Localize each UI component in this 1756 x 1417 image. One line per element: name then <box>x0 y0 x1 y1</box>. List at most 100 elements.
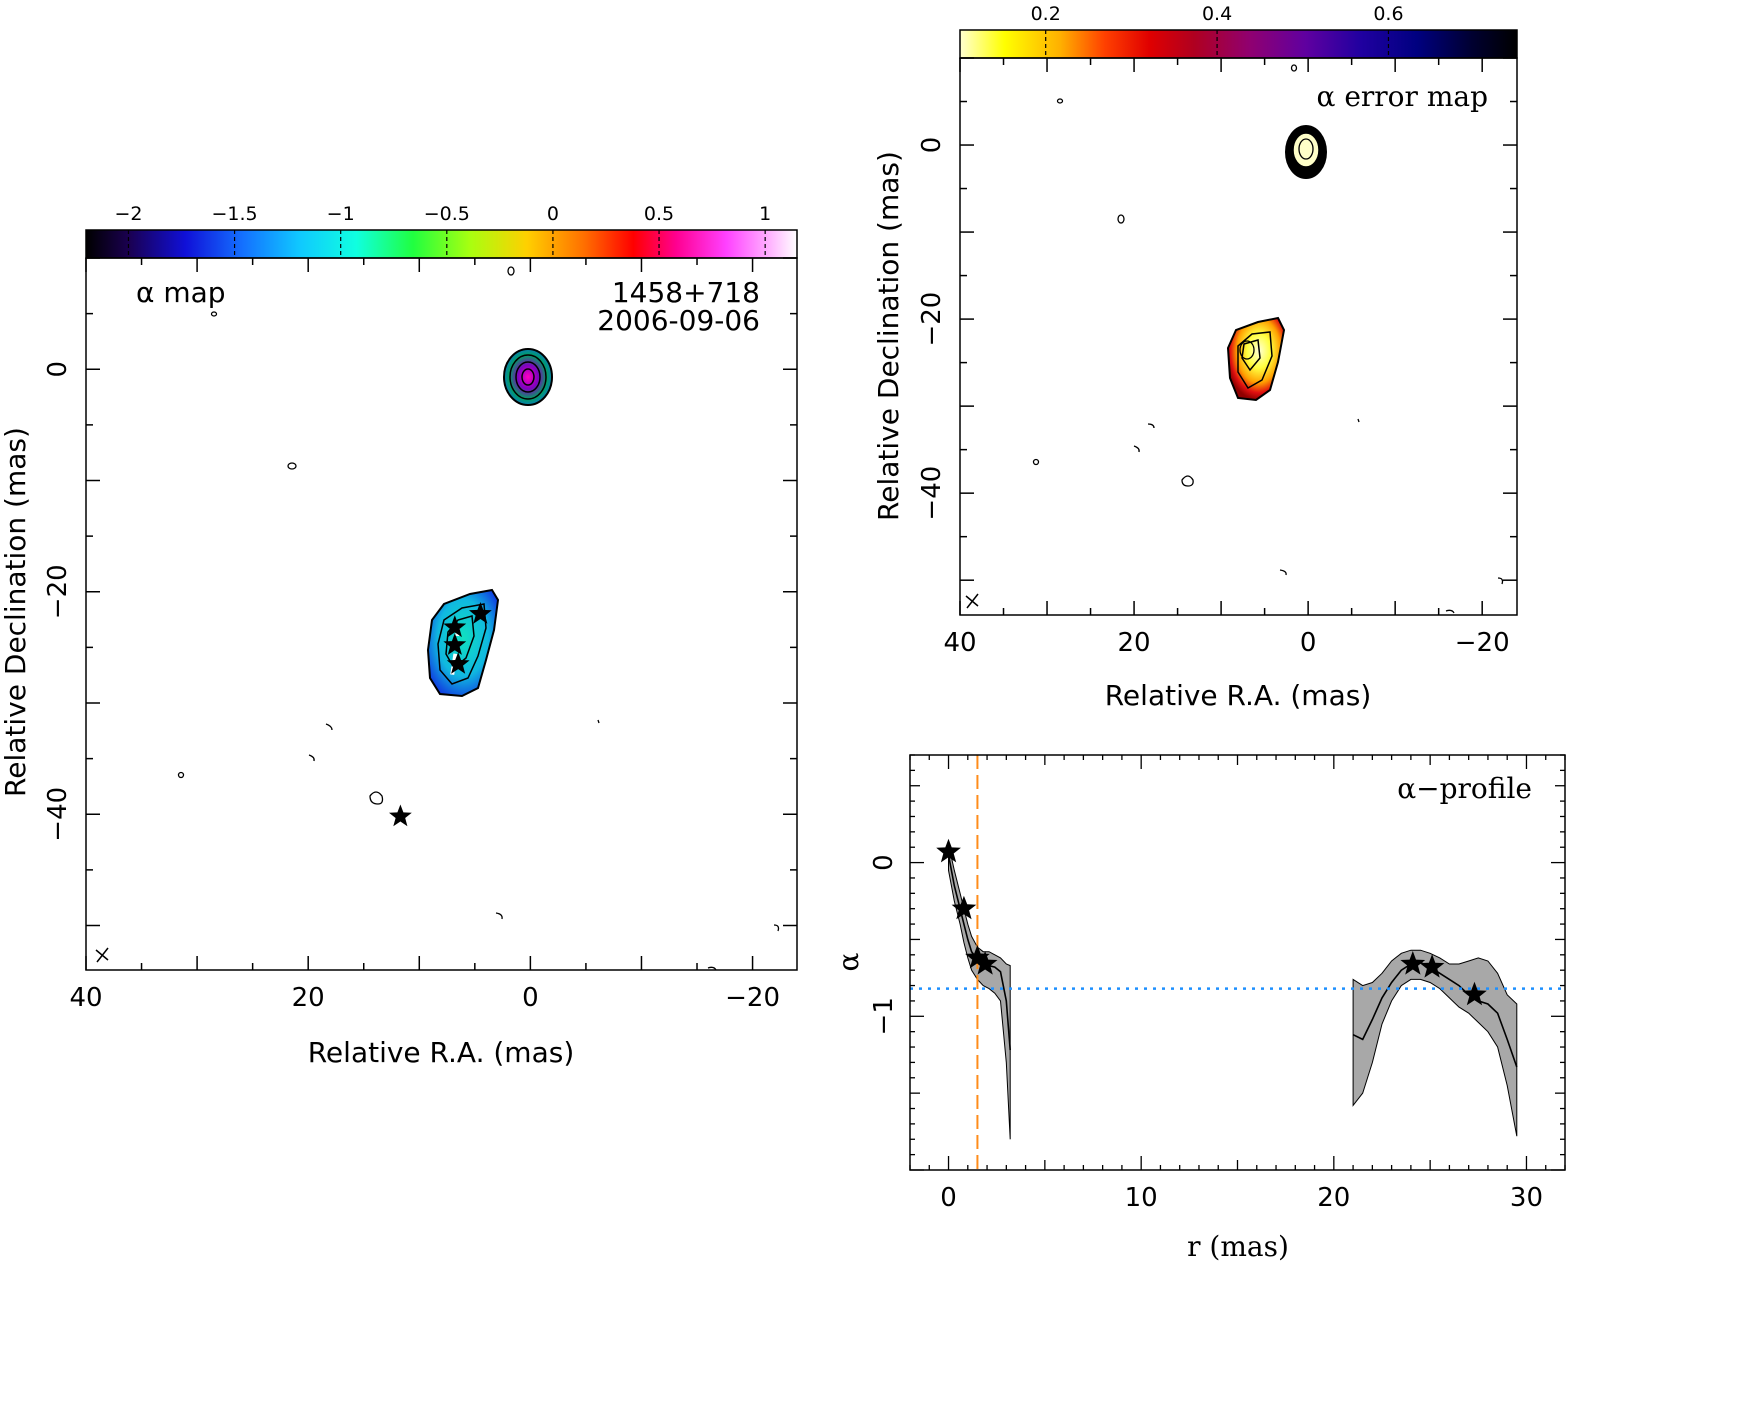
noise-contour <box>1357 418 1360 423</box>
alpha-profile-xlabel: r (mas) <box>1187 1230 1289 1263</box>
colorbar-tick-label: 0 <box>547 203 559 225</box>
x-tick-label: −20 <box>1455 628 1510 658</box>
noise-contour <box>1181 475 1194 487</box>
star-marker <box>389 804 412 827</box>
x-tick-label: 40 <box>943 628 976 658</box>
colorbar-tick-label: −1.5 <box>211 203 257 225</box>
y-tick-label: −20 <box>917 292 947 347</box>
noise-contour <box>325 723 333 731</box>
core-error-contour <box>1298 138 1314 160</box>
star-marker <box>936 838 961 863</box>
noise-contour <box>773 924 780 932</box>
star-marker <box>443 633 467 655</box>
alpha-error-map-panel: 0.2 0.4 0.6 40 20 0 −200−20−40 α error map Re <box>872 3 1518 712</box>
x-tick-label: 20 <box>1118 628 1151 658</box>
x-tick-label: 40 <box>69 983 102 1013</box>
noise-contour <box>1445 609 1455 614</box>
noise-contour <box>1147 423 1155 429</box>
alpha-error-map-ylabel: Relative Declination (mas) <box>872 151 905 521</box>
error-band <box>1352 949 1518 1137</box>
alpha-profile-annotation: α−profile <box>1397 772 1532 805</box>
noise-contour <box>1279 569 1287 576</box>
noise-contour <box>1117 214 1125 224</box>
alpha-map-frame <box>85 257 798 971</box>
x-tick-label: 30 <box>1510 1183 1543 1213</box>
x-tick-label: 10 <box>1125 1183 1158 1213</box>
alpha-map-stars <box>389 602 492 827</box>
source-name: 1458+718 <box>612 276 760 309</box>
colorbar-tick-label: 1 <box>759 203 771 225</box>
core-error-contour <box>1292 132 1320 168</box>
star-marker <box>1462 981 1487 1006</box>
alpha-map-panel: −2 −1.5 −1 −0.5 0 0.5 1 40 20 0 −20 0 −20 −40 <box>0 203 798 1069</box>
noise-contour <box>287 462 297 470</box>
noise-contour <box>369 791 384 805</box>
beam-cross <box>965 593 979 609</box>
alpha-error-map-ticks: 40 20 0 −20 0 −20 −40 <box>917 57 1517 658</box>
alpha-profile-ylabel: α <box>832 952 865 971</box>
y-tick-label: 0 <box>43 361 73 378</box>
alpha-error-map-image <box>965 64 1504 614</box>
y-tick-label: 0 <box>917 137 947 154</box>
error-colorbar <box>959 29 1518 59</box>
jet-error-contour <box>1237 331 1273 390</box>
alpha-error-map-frame <box>959 57 1518 616</box>
star-marker <box>446 652 470 674</box>
noise-contour <box>210 311 218 317</box>
alpha-profile-panel: 0 10 20 30 0 −1 α−profile r (mas) α <box>832 754 1566 1263</box>
alpha-map-ticks: 40 20 0 −20 0 −20 −40 <box>43 257 797 1013</box>
noise-contour <box>507 266 515 276</box>
colorbar-tick-label: −0.5 <box>424 203 470 225</box>
error-band <box>948 843 1011 1140</box>
profile-error-bands <box>948 843 1518 1140</box>
y-tick-label: −1 <box>869 997 899 1035</box>
core-contour <box>521 368 535 386</box>
observation-date: 2006-09-06 <box>597 304 760 337</box>
star-marker <box>469 602 492 624</box>
alpha-map-annotation: α map <box>136 276 226 309</box>
x-tick-label: 20 <box>1317 1183 1350 1213</box>
y-tick-label: 0 <box>869 854 899 871</box>
y-tick-label: −20 <box>43 564 73 619</box>
x-tick-label: 0 <box>940 1183 957 1213</box>
noise-contour <box>1497 577 1504 585</box>
alpha-colorbar <box>85 229 798 259</box>
jet-contour <box>437 603 487 685</box>
alpha-colorbar-ticks: −2 −1.5 −1 −0.5 0 0.5 1 <box>114 203 771 258</box>
core-contour <box>509 354 547 400</box>
x-tick-label: 20 <box>292 983 325 1013</box>
alpha-map-ylabel: Relative Declination (mas) <box>0 427 32 797</box>
x-tick-label: 0 <box>522 983 539 1013</box>
beam-cross <box>95 947 109 963</box>
star-marker <box>1419 954 1445 978</box>
noise-contour <box>1133 445 1140 453</box>
alpha-map-xlabel: Relative R.A. (mas) <box>308 1036 575 1069</box>
noise-contour <box>1290 64 1298 72</box>
noise-contour <box>495 912 503 920</box>
y-tick-label: −40 <box>917 466 947 521</box>
colorbar-tick-label: 0.6 <box>1373 3 1403 25</box>
colorbar-tick-label: 0.2 <box>1031 3 1061 25</box>
y-tick-label: −40 <box>43 787 73 842</box>
star-marker <box>1400 951 1426 975</box>
noise-contour <box>1032 458 1040 466</box>
noise-contour <box>308 754 315 762</box>
star-marker <box>972 951 998 975</box>
alpha-profile-ticks: 0 10 20 30 0 −1 <box>869 754 1566 1213</box>
core-contour <box>515 361 541 393</box>
alpha-map-image <box>95 266 780 971</box>
alpha-error-map-xlabel: Relative R.A. (mas) <box>1105 679 1372 712</box>
jet-error-contour <box>1241 339 1261 372</box>
alpha-error-map-annotation: α error map <box>1317 80 1488 113</box>
colorbar-tick-label: −2 <box>114 203 142 225</box>
jet-error-contour <box>1239 340 1255 360</box>
x-tick-label: 0 <box>1300 628 1317 658</box>
core-alpha-region <box>503 348 553 406</box>
star-marker <box>951 895 977 920</box>
x-tick-label: −20 <box>725 983 780 1013</box>
noise-contour <box>1056 98 1064 104</box>
jet-error-region <box>1226 316 1286 402</box>
colorbar-tick-label: −1 <box>327 203 355 225</box>
profile-stars <box>936 838 1487 1006</box>
